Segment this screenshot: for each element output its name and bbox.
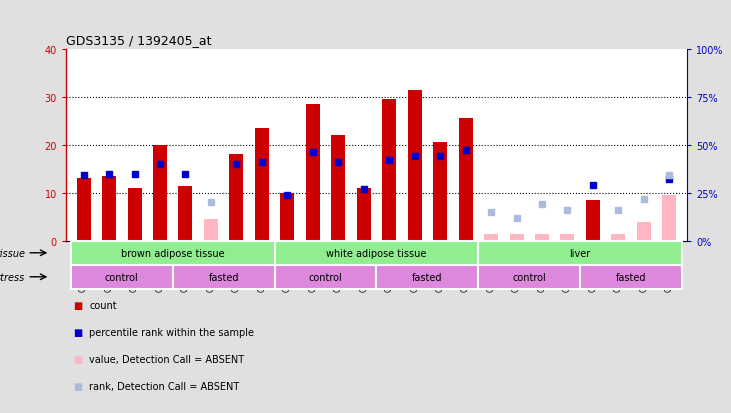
Bar (484, 234, 498, 241)
Bar (255, 128, 269, 241)
Bar (275, 265, 376, 289)
Bar (127, 188, 142, 241)
Bar (306, 104, 319, 241)
Text: liver: liver (569, 248, 591, 258)
Text: ■: ■ (73, 354, 83, 364)
Bar (357, 188, 371, 241)
Bar (275, 241, 478, 265)
Text: count: count (89, 301, 117, 311)
Text: GDS3135 / 1392405_at: GDS3135 / 1392405_at (66, 34, 211, 47)
Text: ■: ■ (73, 328, 83, 337)
Bar (153, 145, 167, 241)
Bar (173, 265, 275, 289)
Text: rank, Detection Call = ABSENT: rank, Detection Call = ABSENT (89, 381, 240, 391)
Text: stress: stress (0, 272, 26, 282)
Bar (662, 196, 676, 241)
Text: control: control (308, 272, 342, 282)
Bar (611, 234, 626, 241)
Text: percentile rank within the sample: percentile rank within the sample (89, 328, 254, 337)
Bar (586, 200, 600, 241)
Bar (71, 265, 173, 289)
Bar (535, 234, 549, 241)
Bar (102, 176, 116, 241)
Text: fasted: fasted (412, 272, 443, 282)
Bar (637, 222, 651, 241)
Bar (458, 119, 473, 241)
Text: ■: ■ (73, 301, 83, 311)
Bar (178, 186, 192, 241)
Text: white adipose tissue: white adipose tissue (326, 248, 427, 258)
Bar (204, 220, 218, 241)
Bar (382, 100, 396, 241)
Bar (331, 136, 345, 241)
Bar (71, 241, 275, 265)
Text: fasted: fasted (208, 272, 239, 282)
Text: tissue: tissue (0, 248, 26, 258)
Bar (433, 143, 447, 241)
Text: control: control (512, 272, 546, 282)
Bar (510, 234, 523, 241)
Bar (376, 265, 478, 289)
Text: control: control (105, 272, 139, 282)
Bar (580, 265, 682, 289)
Text: ■: ■ (73, 381, 83, 391)
Bar (408, 90, 422, 241)
Bar (561, 234, 575, 241)
Text: brown adipose tissue: brown adipose tissue (121, 248, 224, 258)
Text: value, Detection Call = ABSENT: value, Detection Call = ABSENT (89, 354, 244, 364)
Bar (478, 241, 682, 265)
Text: fasted: fasted (616, 272, 646, 282)
Bar (280, 193, 295, 241)
Bar (478, 265, 580, 289)
Bar (230, 155, 243, 241)
Bar (77, 179, 91, 241)
